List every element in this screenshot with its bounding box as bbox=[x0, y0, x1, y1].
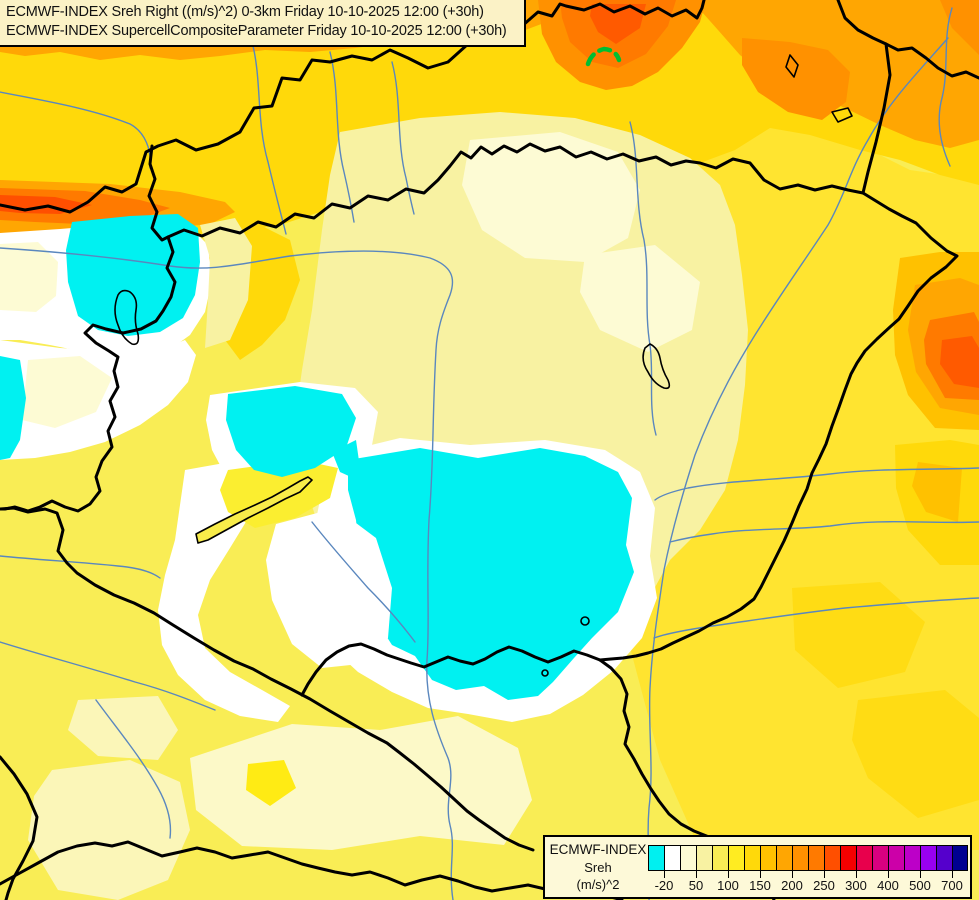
legend-tick bbox=[696, 871, 697, 878]
legend-tick bbox=[952, 871, 953, 878]
contour-patch-white-inner bbox=[266, 508, 392, 668]
legend-swatch bbox=[728, 845, 744, 871]
legend-tick bbox=[664, 871, 665, 878]
legend-title-block: ECMWF-INDEX Sreh (m/s)^2 bbox=[549, 841, 647, 893]
legend-tick bbox=[856, 871, 857, 878]
legend-product: ECMWF-INDEX bbox=[549, 842, 647, 857]
legend-swatch bbox=[696, 845, 712, 871]
legend-tick-label: 400 bbox=[877, 878, 899, 893]
border-ukraine-north bbox=[884, 42, 979, 80]
lakes bbox=[114, 54, 853, 677]
legend-tick-label: 100 bbox=[717, 878, 739, 893]
legend-tick bbox=[888, 871, 889, 878]
legend-swatch bbox=[776, 845, 792, 871]
border-northwest-diagonal bbox=[0, 0, 706, 214]
border-southwest-corner bbox=[0, 755, 39, 900]
legend-swatch bbox=[888, 845, 904, 871]
legend-swatch bbox=[664, 845, 680, 871]
legend-tick-label: -20 bbox=[654, 878, 674, 893]
lake-small-ne-1 bbox=[785, 54, 799, 78]
contour-patches-bottom bbox=[28, 696, 532, 900]
legend-swatch bbox=[936, 845, 952, 871]
river-danube-upper bbox=[0, 91, 152, 169]
legend-tick bbox=[728, 871, 729, 878]
lake-balaton bbox=[195, 476, 313, 544]
legend-tick-label: 700 bbox=[941, 878, 963, 893]
contour-blob-deep-orange bbox=[538, 0, 706, 90]
legend-swatch bbox=[952, 845, 968, 871]
lake-small-center-2 bbox=[541, 669, 549, 677]
lake-small-ne-2 bbox=[831, 107, 853, 123]
legend-swatch bbox=[872, 845, 888, 871]
contour-cyan-center bbox=[226, 386, 634, 700]
legend-swatch bbox=[856, 845, 872, 871]
border-drava bbox=[0, 506, 535, 852]
title-box: ECMWF-INDEX Sreh Right ((m/s)^2) 0-3km F… bbox=[0, 0, 526, 47]
legend-tick-label: 150 bbox=[749, 878, 771, 893]
legend-swatch bbox=[648, 845, 664, 871]
legend-tick bbox=[824, 871, 825, 878]
legend-tick-label: 500 bbox=[909, 878, 931, 893]
legend-swatch bbox=[744, 845, 760, 871]
legend-tick-label: 300 bbox=[845, 878, 867, 893]
river-danube bbox=[0, 247, 454, 900]
border-hungary-south bbox=[300, 642, 602, 697]
legend-tick bbox=[920, 871, 921, 878]
legend-tick-label: 200 bbox=[781, 878, 803, 893]
border-hungary-west bbox=[0, 144, 177, 513]
legend-swatch bbox=[680, 845, 696, 871]
legend-swatch bbox=[712, 845, 728, 871]
legend-colorbar: -20 50 100 150 200 250 300 400 500 700 bbox=[648, 845, 970, 897]
title-line-2: ECMWF-INDEX SupercellCompositeParameter … bbox=[6, 23, 507, 39]
legend-tick-label: 50 bbox=[688, 878, 704, 893]
legend-swatch bbox=[792, 845, 808, 871]
legend-units: (m/s)^2 bbox=[576, 877, 620, 892]
legend-tick bbox=[792, 871, 793, 878]
legend-swatch bbox=[920, 845, 936, 871]
border-hungary-east bbox=[598, 191, 959, 662]
legend-swatch bbox=[840, 845, 856, 871]
lake-small-center-1 bbox=[580, 616, 590, 626]
legend-swatch bbox=[808, 845, 824, 871]
legend-swatch bbox=[824, 845, 840, 871]
green-dash-annotation bbox=[585, 46, 622, 67]
river-tisza bbox=[647, 37, 949, 900]
border-hungary-north bbox=[166, 142, 865, 239]
border-sava bbox=[0, 840, 624, 900]
lake-neusiedl bbox=[114, 289, 140, 346]
legend-swatch bbox=[904, 845, 920, 871]
legend-parameter: Sreh bbox=[584, 860, 612, 875]
legend-tick-label: 250 bbox=[813, 878, 835, 893]
legend-tick bbox=[760, 871, 761, 878]
lake-tisza bbox=[642, 343, 671, 390]
contour-blobs-right bbox=[792, 252, 979, 818]
legend: ECMWF-INDEX Sreh (m/s)^2 -20 50 100 150 200 2… bbox=[543, 835, 972, 899]
title-line-1: ECMWF-INDEX Sreh Right ((m/s)^2) 0-3km F… bbox=[6, 4, 484, 20]
border-ukraine-west bbox=[836, 0, 892, 195]
legend-swatch bbox=[760, 845, 776, 871]
